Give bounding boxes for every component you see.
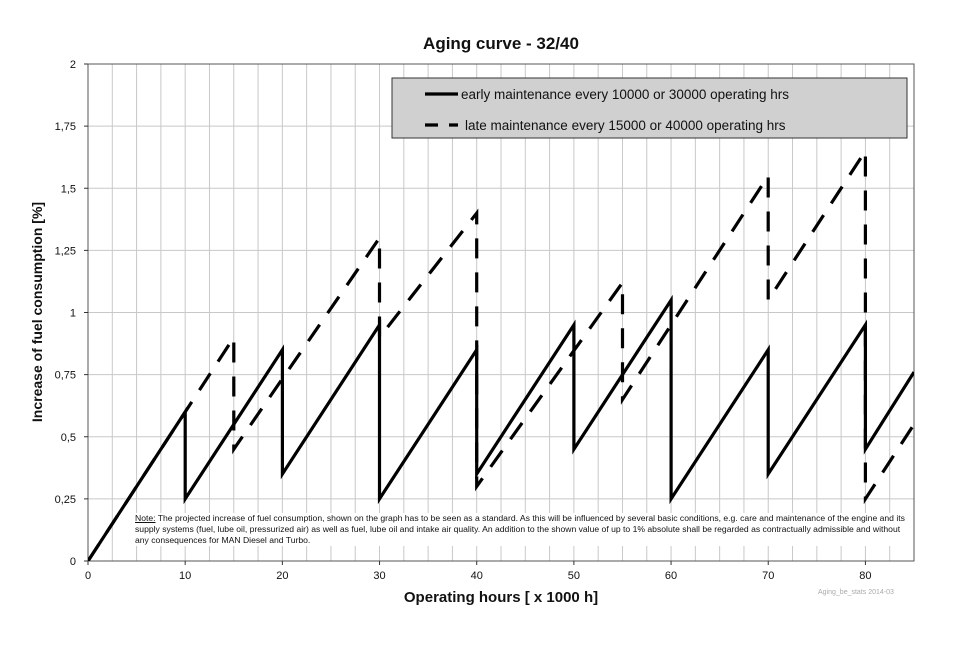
note-text: The projected increase of fuel consumpti… bbox=[135, 513, 905, 545]
x-tick-label: 80 bbox=[859, 570, 871, 582]
y-tick-label: 2 bbox=[70, 59, 76, 71]
legend: early maintenance every 10000 or 30000 o… bbox=[391, 77, 908, 139]
legend-label: early maintenance every 10000 or 30000 o… bbox=[461, 87, 789, 102]
y-tick-label: 0,75 bbox=[55, 370, 76, 382]
y-tick-label: 1 bbox=[70, 308, 76, 320]
y-tick-label: 0,25 bbox=[55, 494, 76, 506]
note-label: Note: bbox=[135, 513, 156, 523]
x-tick-label: 20 bbox=[276, 570, 288, 582]
series-line-early-maintenance bbox=[88, 294, 914, 561]
y-tick-label: 0 bbox=[70, 556, 76, 568]
x-tick-label: 60 bbox=[665, 570, 677, 582]
footnote: Note: The projected increase of fuel con… bbox=[135, 513, 910, 546]
x-tick-label: 70 bbox=[762, 570, 774, 582]
x-tick-label: 30 bbox=[373, 570, 385, 582]
x-tick-label: 10 bbox=[179, 570, 191, 582]
document-stamp: Aging_be_stats 2014-03 bbox=[818, 589, 894, 596]
x-axis-label: Operating hours [ x 1000 h] bbox=[403, 589, 599, 606]
x-tick-label: 40 bbox=[471, 570, 483, 582]
series-line-late-maintenance bbox=[88, 145, 914, 561]
chart-title: Aging curve - 32/40 bbox=[423, 34, 579, 53]
x-tick-label: 50 bbox=[568, 570, 580, 582]
x-tick-label: 0 bbox=[85, 570, 91, 582]
legend-label: late maintenance every 15000 or 40000 op… bbox=[465, 118, 786, 133]
y-tick-label: 0,5 bbox=[61, 432, 76, 444]
y-tick-label: 1,25 bbox=[55, 245, 76, 257]
legend-box bbox=[391, 77, 908, 139]
y-tick-label: 1,5 bbox=[61, 183, 76, 195]
y-tick-label: 1,75 bbox=[55, 121, 76, 133]
